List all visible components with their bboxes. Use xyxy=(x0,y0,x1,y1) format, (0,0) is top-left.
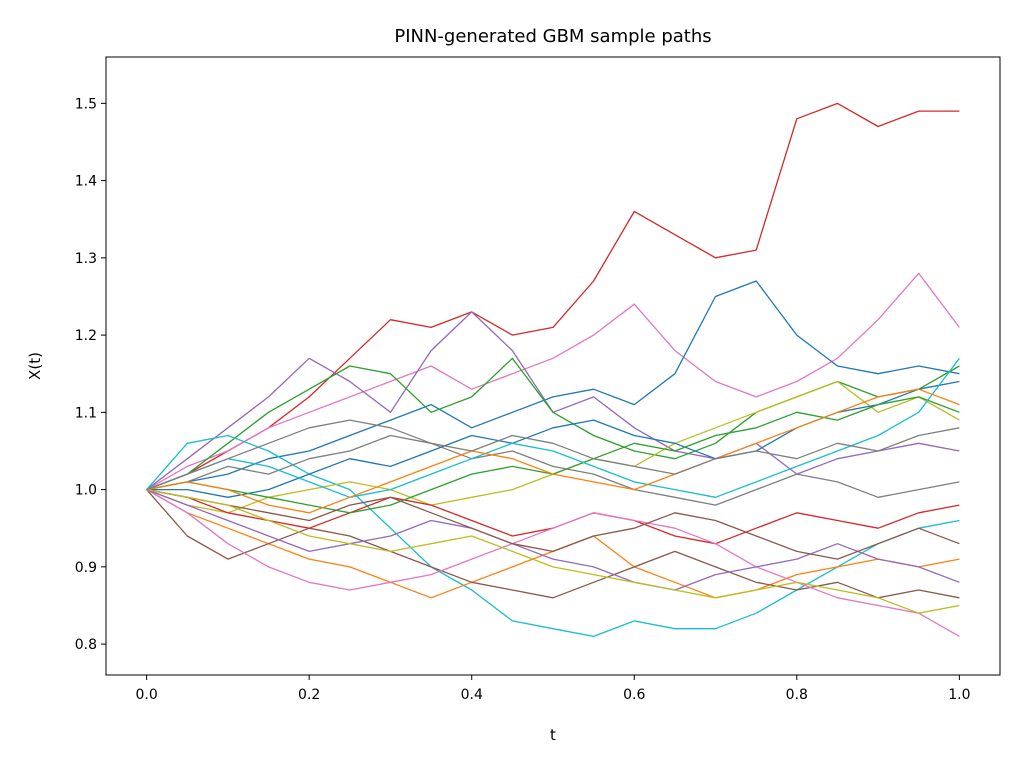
series-line-4 xyxy=(146,311,960,491)
series-line-18 xyxy=(146,488,960,560)
series-line-2 xyxy=(146,272,960,491)
x-axis-label: t xyxy=(550,726,556,744)
y-tick-label: 1.2 xyxy=(75,328,97,344)
series-line-10 xyxy=(146,434,960,506)
series-line-8 xyxy=(146,489,960,599)
y-tick-label: 1.1 xyxy=(75,405,97,421)
y-tick-label: 1.4 xyxy=(75,174,97,190)
x-tick-label: 1.0 xyxy=(948,687,970,703)
series-line-16 xyxy=(146,357,960,498)
y-tick-label: 1.0 xyxy=(75,483,97,499)
chart-title: PINN-generated GBM sample paths xyxy=(394,26,711,47)
series-line-14 xyxy=(146,488,960,591)
y-axis-label: X(t) xyxy=(26,352,44,380)
y-axis: 0.8 0.9 1.0 1.1 1.2 1.3 1.4 1.5 xyxy=(75,96,106,653)
series-line-15 xyxy=(146,396,960,514)
series-line-9 xyxy=(146,380,960,514)
series-line-1 xyxy=(146,102,960,491)
x-tick-label: 0.8 xyxy=(786,687,808,703)
series-line-6 xyxy=(146,434,960,638)
series-line-5 xyxy=(146,357,960,491)
series-line-20 xyxy=(146,419,960,491)
series-line-12 xyxy=(146,489,960,637)
y-tick-label: 0.8 xyxy=(75,637,97,653)
plot-frame xyxy=(105,56,1001,676)
plot-lines xyxy=(146,102,960,638)
y-tick-label: 0.9 xyxy=(75,560,97,576)
x-tick-label: 0.4 xyxy=(461,687,483,703)
series-line-3 xyxy=(146,280,960,491)
x-axis: 0.0 0.2 0.4 0.6 0.8 1.0 xyxy=(136,675,970,703)
x-tick-label: 0.2 xyxy=(298,687,320,703)
x-tick-label: 0.0 xyxy=(136,687,158,703)
y-tick-label: 1.5 xyxy=(75,96,97,112)
series-line-13 xyxy=(146,380,960,498)
x-tick-label: 0.6 xyxy=(623,687,645,703)
series-line-17 xyxy=(146,388,960,514)
series-line-19 xyxy=(146,488,960,614)
y-tick-label: 1.3 xyxy=(75,251,97,267)
